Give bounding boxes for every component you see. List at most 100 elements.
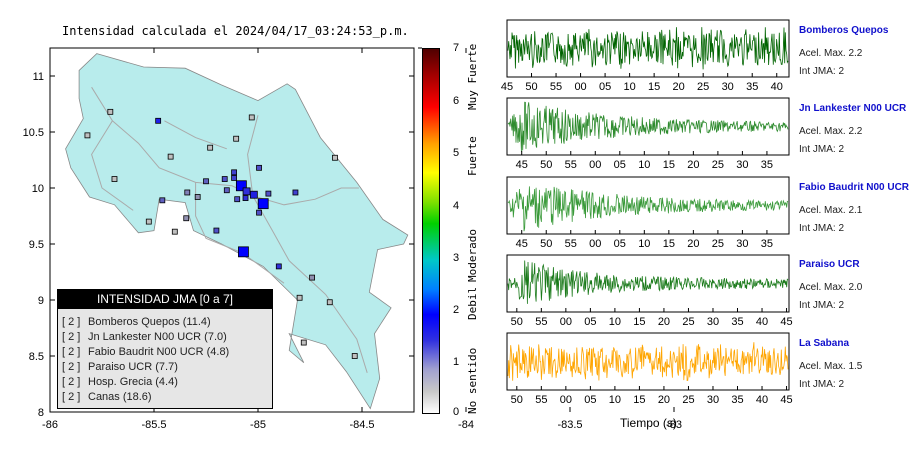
station-intensity: Int JMA: 2 <box>799 223 845 234</box>
legend-row: [ 2 ] Bomberos Quepos (11.4) <box>62 315 272 330</box>
waveform-tick-label: 00 <box>589 159 601 171</box>
waveform-tick-label: 40 <box>756 316 768 328</box>
station-marker <box>207 144 214 151</box>
costa-rica-land <box>65 53 409 410</box>
legend-row-label: Hosp. Grecia (4.4) <box>88 376 178 388</box>
station-marker <box>107 108 114 115</box>
station-intensity: Int JMA: 2 <box>799 379 845 390</box>
colorbar-tick: 1 <box>453 356 460 368</box>
waveform-tick-label: 55 <box>550 81 562 93</box>
waveform-trace <box>507 101 789 152</box>
waveform-tick-label: 45 <box>780 394 792 406</box>
station-marker <box>167 153 174 160</box>
waveform-tick-label: 15 <box>648 81 660 93</box>
station-marker <box>213 227 220 234</box>
station-marker <box>231 169 237 176</box>
waveform-tick-label: 35 <box>731 316 743 328</box>
waveform-trace <box>507 186 789 232</box>
waveform-tick-label: 55 <box>535 394 547 406</box>
waveform-tick-label: 10 <box>609 394 621 406</box>
waveform-tick-label: 15 <box>663 238 675 250</box>
waveform-tick-label: 40 <box>771 81 783 93</box>
legend-row-intensity: [ 2 ] <box>62 346 81 358</box>
waveform-trace <box>507 27 789 70</box>
station-marker <box>248 114 255 121</box>
waveform-tick-label: 00 <box>574 81 586 93</box>
station-marker <box>300 339 307 346</box>
station-marker <box>265 190 272 197</box>
station-name: Jn Lankester N00 UCR <box>799 103 907 114</box>
waveform-tick-label: 45 <box>516 159 528 171</box>
station-marker <box>234 196 241 203</box>
waveform-tick-label: 25 <box>712 238 724 250</box>
colorbar-tick: 7 <box>453 42 460 54</box>
station-marker <box>351 353 358 359</box>
station-intensity: Int JMA: 2 <box>799 300 845 311</box>
y-tick-label: 10.5 <box>23 127 44 139</box>
station-marker <box>203 178 209 185</box>
y-tick-label: 9 <box>38 295 44 307</box>
station-marker <box>275 263 282 270</box>
station-marker <box>231 175 237 181</box>
legend-row-intensity: [ 2 ] <box>62 361 81 373</box>
waveform-trace <box>507 342 789 381</box>
station-intensity: Int JMA: 2 <box>799 66 845 77</box>
station-intensity: Int JMA: 2 <box>799 144 845 155</box>
waveform-tick-label: 50 <box>540 238 552 250</box>
legend-row-intensity: [ 2 ] <box>62 316 81 328</box>
x-tick-label: -85.5 <box>141 419 166 431</box>
waveform-tick-label: 05 <box>584 316 596 328</box>
legend-row: [ 2 ] Fabio Baudrit N00 UCR (4.8) <box>62 345 272 360</box>
station-max-acceleration: Acel. Max. 2.0 <box>799 282 863 293</box>
station-marker <box>257 198 269 210</box>
station-marker <box>159 197 166 204</box>
waveform-tick-label: 30 <box>736 238 748 250</box>
waveform-tick-label: 50 <box>511 316 523 328</box>
waveform-tick-label: 25 <box>712 159 724 171</box>
waveform-tick-label: 20 <box>673 81 685 93</box>
colorbar-tick: 3 <box>453 252 460 264</box>
waveform-tick-label: 20 <box>658 394 670 406</box>
waveform-tick-label: 45 <box>501 81 513 93</box>
waveform-tick-label: 15 <box>633 316 645 328</box>
y-tick-label: 8.5 <box>29 351 44 363</box>
legend-row-label: Jn Lankester N00 UCR (7.0) <box>88 331 227 343</box>
waveform-trace <box>507 260 789 304</box>
map-title: Intensidad calculada el 2024/04/17_03:24… <box>62 24 409 38</box>
station-max-acceleration: Acel. Max. 2.1 <box>799 205 863 216</box>
legend-row-label: Paraiso UCR (7.7) <box>88 361 178 373</box>
colorbar-tick: 6 <box>453 95 460 107</box>
waveform-tick-label: 10 <box>638 159 650 171</box>
waveform-tick-label: 20 <box>687 159 699 171</box>
station-marker <box>235 180 247 192</box>
station-name: Bomberos Quepos <box>799 25 889 36</box>
station-marker <box>184 189 191 196</box>
station-marker <box>309 274 315 281</box>
road <box>164 120 227 150</box>
waveform-tick-label: 10 <box>609 316 621 328</box>
legend-row-label: Canas (18.6) <box>88 391 152 403</box>
station-marker <box>155 117 162 124</box>
colorbar-tick: 5 <box>453 147 460 159</box>
waveform-tick-label: 45 <box>516 238 528 250</box>
x-tick-label: -85 <box>250 419 266 431</box>
waveform-tick-label: 05 <box>614 238 626 250</box>
waveform-tick-label: 35 <box>746 81 758 93</box>
legend-row-label: Fabio Baudrit N00 UCR (4.8) <box>88 346 230 358</box>
road <box>195 182 285 284</box>
y-tick-label: 9.5 <box>29 239 44 251</box>
station-name: Paraiso UCR <box>799 259 860 270</box>
waveform-tick-label: 15 <box>663 159 675 171</box>
road <box>252 195 368 373</box>
waveform-tick-label: 55 <box>565 238 577 250</box>
station-marker <box>238 246 249 258</box>
station-marker <box>145 218 152 225</box>
x-tick-label: -84.5 <box>349 419 374 431</box>
station-marker <box>256 209 262 216</box>
road <box>252 187 359 206</box>
waveform-tick-label: 15 <box>633 394 645 406</box>
x-tick-label: -84 <box>458 419 474 431</box>
road <box>247 115 259 196</box>
x-tick-label: -83.5 <box>557 419 582 431</box>
